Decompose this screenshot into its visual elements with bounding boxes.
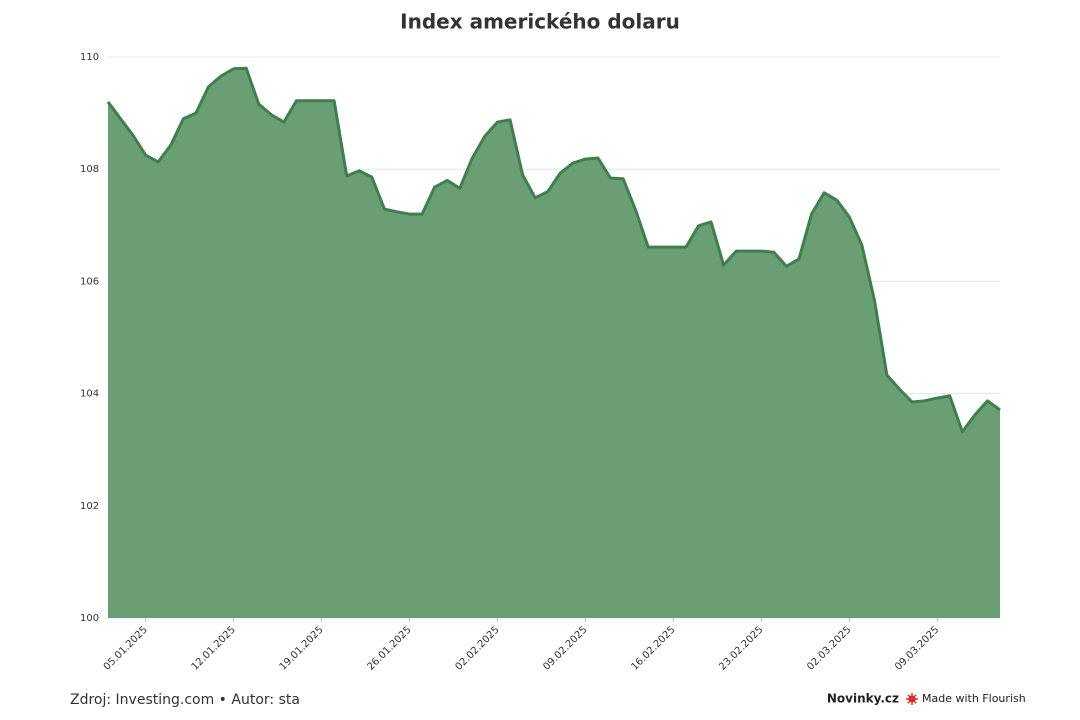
credit: Made with Flourish bbox=[922, 692, 1026, 705]
flourish-logo bbox=[906, 693, 918, 705]
x-tick-label: 05.01.2025 bbox=[102, 624, 150, 672]
x-tick-label: 23.02.2025 bbox=[717, 624, 765, 672]
x-tick-label: 02.03.2025 bbox=[805, 624, 853, 672]
y-tick-label: 104 bbox=[80, 389, 99, 400]
line bbox=[106, 66, 1001, 434]
y-tick-label: 110 bbox=[80, 52, 99, 63]
y-tick-label: 102 bbox=[80, 501, 99, 512]
x-tick-label: 09.03.2025 bbox=[893, 624, 941, 672]
x-tick-label: 12.01.2025 bbox=[190, 624, 238, 672]
area-fill bbox=[108, 68, 1000, 619]
x-tick-label: 19.01.2025 bbox=[278, 624, 326, 672]
x-tick-label: 09.02.2025 bbox=[541, 624, 589, 672]
x-tick-label: 26.01.2025 bbox=[365, 624, 413, 672]
brand: Novinky.cz bbox=[827, 692, 899, 706]
y-tick-label: 108 bbox=[80, 164, 99, 175]
x-tick-label: 02.02.2025 bbox=[453, 624, 501, 672]
y-tick-label: 100 bbox=[80, 613, 99, 624]
source-note: Zdroj: Investing.com • Autor: sta bbox=[70, 692, 300, 708]
y-tick-label: 106 bbox=[80, 276, 99, 287]
x-tick-label: 16.02.2025 bbox=[629, 624, 677, 672]
chart-title: Index amerického dolaru bbox=[400, 10, 680, 34]
